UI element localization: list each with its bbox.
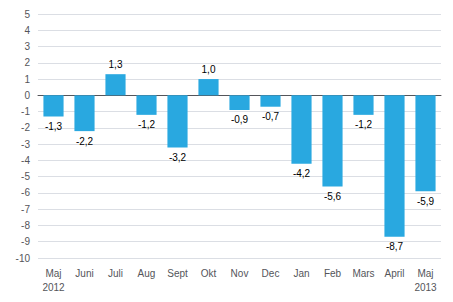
svg-text:Okt: Okt [201, 268, 217, 279]
svg-text:Aug: Aug [138, 268, 156, 279]
svg-text:-1,2: -1,2 [355, 119, 373, 130]
svg-text:-4: -4 [21, 155, 30, 166]
svg-text:-5: -5 [21, 171, 30, 182]
svg-text:-10: -10 [16, 253, 31, 264]
svg-text:-1: -1 [21, 106, 30, 117]
svg-text:-0,7: -0,7 [262, 111, 280, 122]
svg-text:-5,9: -5,9 [417, 196, 435, 207]
svg-text:1,3: 1,3 [109, 59, 123, 70]
svg-text:Maj: Maj [417, 268, 433, 279]
svg-text:2013: 2013 [414, 282, 437, 293]
svg-text:April: April [384, 268, 404, 279]
svg-text:4: 4 [24, 25, 30, 36]
svg-text:Maj: Maj [45, 268, 61, 279]
svg-text:-6: -6 [21, 187, 30, 198]
svg-text:-0,9: -0,9 [231, 114, 249, 125]
svg-text:Jan: Jan [293, 268, 309, 279]
svg-text:Mars: Mars [352, 268, 374, 279]
svg-text:-4,2: -4,2 [293, 168, 311, 179]
svg-text:5: 5 [24, 9, 30, 20]
svg-text:1,0: 1,0 [202, 64, 216, 75]
svg-text:-2: -2 [21, 122, 30, 133]
svg-text:-2,2: -2,2 [76, 136, 94, 147]
svg-text:-7: -7 [21, 204, 30, 215]
svg-text:-1,2: -1,2 [138, 119, 156, 130]
svg-text:3: 3 [24, 41, 30, 52]
svg-text:-3,2: -3,2 [169, 152, 187, 163]
svg-text:Feb: Feb [324, 268, 342, 279]
svg-text:-3: -3 [21, 139, 30, 150]
svg-text:-5,6: -5,6 [324, 191, 342, 202]
svg-text:1: 1 [24, 74, 30, 85]
svg-text:Sept: Sept [167, 268, 188, 279]
svg-text:Nov: Nov [231, 268, 249, 279]
svg-text:-9: -9 [21, 236, 30, 247]
svg-text:-8,7: -8,7 [386, 241, 404, 252]
svg-text:Dec: Dec [262, 268, 280, 279]
svg-text:Juli: Juli [108, 268, 123, 279]
svg-text:Juni: Juni [75, 268, 93, 279]
svg-text:2: 2 [24, 57, 30, 68]
svg-text:-8: -8 [21, 220, 30, 231]
svg-text:0: 0 [24, 90, 30, 101]
svg-text:2012: 2012 [42, 282, 65, 293]
svg-text:-1,3: -1,3 [45, 121, 63, 132]
